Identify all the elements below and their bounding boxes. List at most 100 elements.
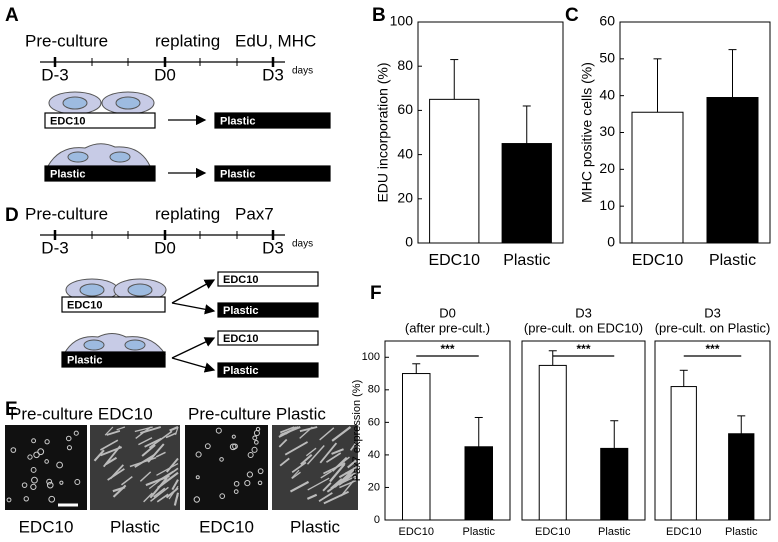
- cell-fiber: [107, 468, 125, 481]
- cell-fiber: [141, 444, 156, 457]
- cell-fiber: [331, 426, 352, 442]
- substrate-label: EDC10: [223, 274, 258, 286]
- substrate-label: Plastic: [220, 168, 255, 180]
- substrate-label: Plastic: [220, 115, 255, 127]
- cell-fiber: [165, 432, 177, 439]
- image-label: Plastic: [290, 517, 341, 536]
- cell-fiber: [340, 477, 357, 497]
- cell-spot: [247, 452, 254, 459]
- cell-spot: [219, 457, 224, 462]
- substrate-label: EDC10: [223, 333, 258, 345]
- micrograph: [5, 425, 87, 510]
- panel-label: F: [370, 283, 382, 304]
- cell-fiber: [306, 445, 325, 465]
- cell-fiber: [157, 471, 179, 489]
- substrate-label: Plastic: [67, 354, 102, 366]
- significance-label: ***: [440, 342, 454, 356]
- chart-subtitle: (pre-cult. on Plastic): [655, 320, 771, 335]
- x-tick-label: EDC10: [428, 252, 480, 269]
- y-tick-label: 80: [397, 57, 413, 73]
- panel-label: A: [5, 5, 19, 26]
- cell-spot: [6, 497, 12, 503]
- cell-fiber: [341, 473, 355, 483]
- x-tick-label: Plastic: [463, 526, 496, 538]
- bar: [429, 98, 480, 244]
- cell-fiber: [320, 470, 333, 479]
- cell-fiber: [289, 480, 310, 493]
- cell-spot: [193, 496, 201, 503]
- cell-fiber: [307, 477, 330, 491]
- substrate: [44, 112, 156, 129]
- image-header: Pre-culture Plastic: [188, 404, 326, 423]
- y-tick-label: 10: [599, 197, 615, 213]
- cell-fiber: [174, 426, 179, 435]
- substrate: [61, 351, 166, 368]
- plot-frame: [619, 21, 771, 244]
- panel-label: E: [5, 399, 18, 420]
- y-tick-label: 40: [368, 449, 380, 461]
- chart-title: D0: [439, 305, 456, 320]
- significance-label: ***: [705, 342, 719, 356]
- cell-spot: [30, 467, 37, 473]
- cell-fiber: [155, 451, 166, 458]
- cell-fiber: [325, 452, 342, 463]
- plot-frame: [417, 21, 564, 244]
- cell-spot: [56, 461, 63, 469]
- bar: [706, 97, 759, 244]
- bar: [728, 433, 755, 521]
- cell-fiber: [322, 482, 332, 492]
- y-tick-label: 60: [368, 416, 380, 428]
- cell-fiber: [148, 430, 173, 449]
- cell-fiber: [153, 487, 166, 498]
- cell-fiber: [135, 426, 152, 439]
- cell-fiber: [145, 475, 170, 487]
- cell-spot: [254, 440, 259, 445]
- cell-fiber: [330, 478, 343, 490]
- cell-fiber: [150, 486, 169, 502]
- cell-fiber: [349, 442, 357, 451]
- day-label: D-3: [41, 238, 68, 257]
- y-tick-label: 60: [397, 101, 413, 117]
- substrate: [217, 330, 319, 346]
- cell-spot: [31, 476, 38, 484]
- cell-spot: [253, 430, 260, 437]
- content: A B C D E F Pre-culture replating EdU, MHC D-3 D0 D…: [5, 5, 771, 538]
- cell-fiber: [99, 439, 119, 451]
- bar: [402, 373, 431, 521]
- cell-fiber: [329, 463, 346, 483]
- cell-fiber: [339, 479, 357, 489]
- micrograph: [185, 425, 268, 510]
- cell-fiber: [100, 446, 123, 457]
- chart-subtitle: (pre-cult. on EDC10): [524, 320, 643, 335]
- y-axis-label: EDU incorporation (%): [375, 62, 391, 202]
- unit-label: days: [292, 66, 313, 77]
- y-tick-label: 0: [405, 234, 413, 250]
- substrate: [217, 271, 319, 287]
- cell-fiber: [156, 493, 169, 503]
- chart-title: D3: [575, 305, 592, 320]
- cell-spot: [232, 443, 238, 450]
- bar: [538, 364, 567, 521]
- substrate: [44, 165, 156, 182]
- stage-label: Pre-culture: [25, 31, 108, 50]
- cell-fiber: [299, 426, 318, 433]
- image-label: Plastic: [110, 517, 161, 536]
- day-label: D0: [154, 238, 176, 257]
- cell-spot: [31, 438, 37, 444]
- cell-spot: [219, 493, 226, 499]
- micrograph: [272, 425, 358, 510]
- y-tick-label: 100: [390, 13, 414, 29]
- substrate: [214, 165, 331, 182]
- bar: [670, 386, 697, 521]
- cell-spot: [23, 496, 29, 502]
- cell-fiber: [169, 426, 179, 432]
- x-tick-label: Plastic: [725, 526, 758, 538]
- plot-frame: [521, 340, 646, 521]
- cell-fiber: [319, 427, 335, 441]
- x-tick-label: EDC10: [399, 526, 434, 538]
- cell-fiber: [112, 486, 126, 493]
- y-tick-label: 50: [599, 50, 615, 66]
- cells: [47, 91, 167, 355]
- cell-fiber: [93, 449, 105, 462]
